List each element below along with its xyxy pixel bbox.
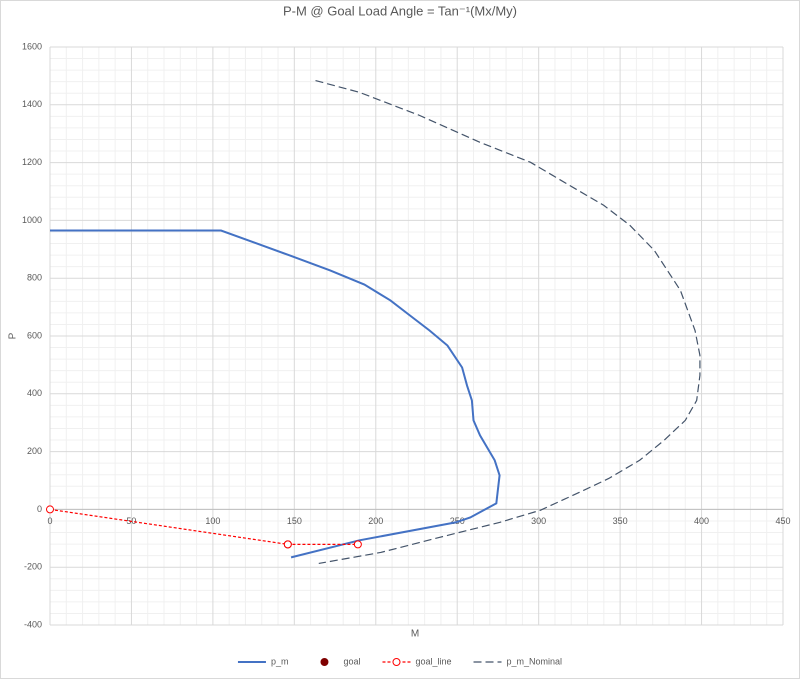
x-tick-label: 300 xyxy=(531,516,546,526)
x-axis-title: M xyxy=(411,629,419,640)
point xyxy=(46,505,54,514)
y-tick-label: -200 xyxy=(24,562,42,572)
series-line xyxy=(315,79,701,565)
point xyxy=(283,540,292,549)
legend-label: p_m_Nominal xyxy=(507,656,563,666)
x-tick-label: 0 xyxy=(47,516,52,526)
legend-marker xyxy=(392,658,401,666)
x-tick-label: 350 xyxy=(613,516,628,526)
chart-title: P-M @ Goal Load Angle = Tan⁻¹(Mx/My) xyxy=(283,3,517,18)
point xyxy=(353,540,362,549)
series-line xyxy=(50,229,501,559)
x-tick-label: 450 xyxy=(775,516,790,526)
y-tick-label: 1400 xyxy=(22,99,42,109)
legend-label: goal xyxy=(343,656,360,666)
y-tick-label: 1200 xyxy=(22,157,42,167)
y-tick-label: 800 xyxy=(27,273,42,283)
legend-label: goal_line xyxy=(415,656,451,666)
x-tick-label: 150 xyxy=(287,516,302,526)
y-tick-label: -400 xyxy=(24,619,42,629)
x-tick-label: 400 xyxy=(694,516,709,526)
y-tick-label: 0 xyxy=(37,504,42,514)
legend-item: goal_line xyxy=(382,656,452,666)
x-tick-label: 200 xyxy=(368,516,383,526)
grid xyxy=(49,46,784,626)
y-tick-label: 200 xyxy=(27,446,42,456)
legend-item: p_m xyxy=(237,656,289,666)
x-tick-label: 100 xyxy=(205,516,220,526)
legend-label: p_m xyxy=(271,656,289,666)
y-tick-label: 1600 xyxy=(22,41,42,51)
legend-marker xyxy=(320,658,329,666)
y-axis-title: P xyxy=(8,332,19,339)
legend: p_m goal goal_line p_m_Nominal xyxy=(237,656,563,666)
x-tick-label: 250 xyxy=(450,516,465,526)
legend-item: p_m_Nominal xyxy=(473,656,563,666)
y-tick-label: 600 xyxy=(27,330,42,340)
y-tick-label: 1000 xyxy=(22,215,42,225)
y-tick-label: 400 xyxy=(27,388,42,398)
legend-item: goal xyxy=(320,656,360,666)
